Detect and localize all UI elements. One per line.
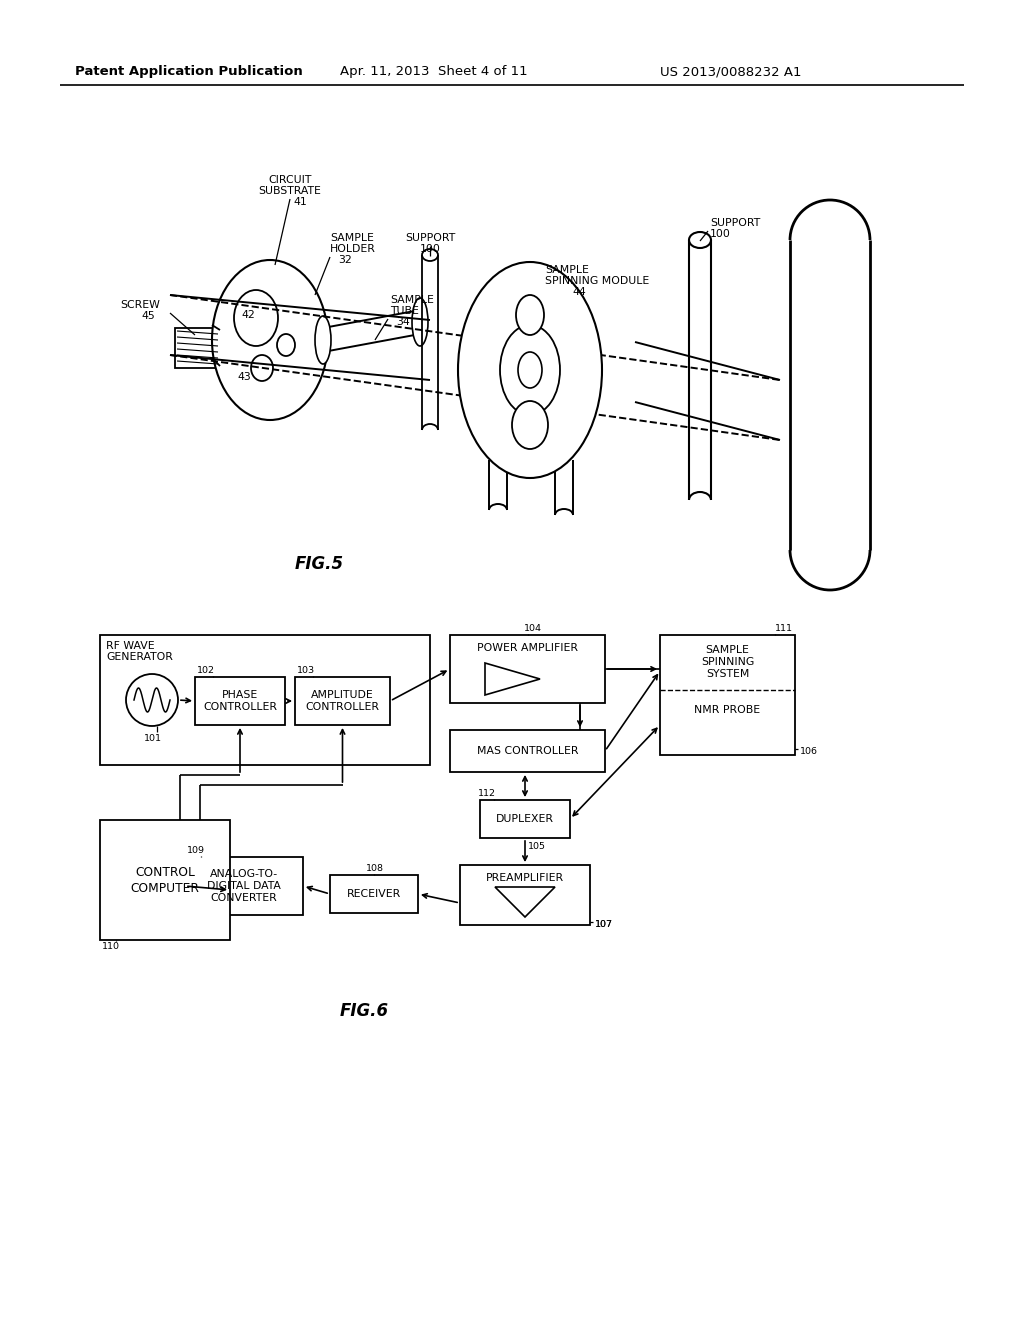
Ellipse shape	[234, 290, 278, 346]
Text: NMR PROBE: NMR PROBE	[694, 705, 761, 715]
Text: RF WAVE: RF WAVE	[106, 642, 155, 651]
Text: 105: 105	[528, 842, 546, 851]
Text: 34: 34	[396, 317, 410, 327]
Text: 111: 111	[775, 624, 793, 634]
Text: MAS CONTROLLER: MAS CONTROLLER	[477, 746, 579, 756]
Text: Patent Application Publication: Patent Application Publication	[75, 66, 303, 78]
Bar	[100, 820, 230, 940]
Bar	[450, 730, 605, 772]
Text: 108: 108	[366, 865, 384, 873]
Ellipse shape	[500, 325, 560, 414]
Text: 41: 41	[293, 197, 307, 207]
Text: 109: 109	[187, 846, 205, 855]
Text: 100: 100	[420, 244, 440, 253]
Polygon shape	[495, 887, 555, 917]
Text: 42: 42	[241, 310, 255, 319]
Text: SPINNING MODULE: SPINNING MODULE	[545, 276, 649, 286]
Bar	[185, 857, 303, 915]
Text: CONVERTER: CONVERTER	[211, 894, 278, 903]
Text: CONTROL: CONTROL	[135, 866, 195, 879]
Text: CIRCUIT: CIRCUIT	[268, 176, 311, 185]
Text: RECEIVER: RECEIVER	[347, 888, 401, 899]
Text: AMPLITUDE: AMPLITUDE	[311, 690, 374, 700]
Text: TUBE: TUBE	[390, 306, 419, 315]
Text: 106: 106	[800, 747, 818, 756]
Bar	[480, 800, 570, 838]
Bar	[330, 875, 418, 913]
Text: SUPPORT: SUPPORT	[404, 234, 455, 243]
Text: 43: 43	[238, 372, 251, 381]
Text: 110: 110	[102, 942, 120, 950]
Text: DIGITAL DATA: DIGITAL DATA	[207, 880, 281, 891]
Ellipse shape	[689, 232, 711, 248]
Ellipse shape	[251, 355, 273, 381]
Text: 32: 32	[338, 255, 352, 265]
Text: COMPUTER: COMPUTER	[131, 882, 200, 895]
Text: 107: 107	[595, 920, 613, 929]
Text: FIG.5: FIG.5	[295, 554, 344, 573]
Text: DUPLEXER: DUPLEXER	[496, 814, 554, 824]
Text: FIG.6: FIG.6	[340, 1002, 389, 1020]
Text: 100: 100	[710, 228, 731, 239]
Bar	[295, 677, 390, 725]
Text: 104: 104	[523, 624, 542, 634]
Bar	[195, 677, 285, 725]
Text: 107: 107	[595, 920, 613, 929]
Bar	[660, 635, 795, 755]
Text: US 2013/0088232 A1: US 2013/0088232 A1	[660, 66, 802, 78]
Ellipse shape	[458, 261, 602, 478]
Text: CONTROLLER: CONTROLLER	[305, 702, 380, 711]
Ellipse shape	[412, 298, 428, 346]
Text: SAMPLE: SAMPLE	[545, 265, 589, 275]
Text: 44: 44	[572, 286, 586, 297]
Text: SAMPLE: SAMPLE	[706, 645, 750, 655]
Text: SAMPLE: SAMPLE	[330, 234, 374, 243]
Text: CONTROLLER: CONTROLLER	[203, 702, 278, 711]
Text: SAMPLE: SAMPLE	[390, 294, 434, 305]
Text: 103: 103	[297, 667, 315, 675]
Bar	[450, 635, 605, 704]
Bar	[460, 865, 590, 925]
Text: SCREW: SCREW	[120, 300, 160, 310]
Text: 112: 112	[478, 789, 496, 799]
Text: PREAMPLIFIER: PREAMPLIFIER	[486, 873, 564, 883]
Text: SPINNING: SPINNING	[700, 657, 754, 667]
Text: POWER AMPLIFIER: POWER AMPLIFIER	[477, 643, 578, 653]
Bar	[175, 327, 220, 368]
Text: HOLDER: HOLDER	[330, 244, 376, 253]
Ellipse shape	[315, 315, 331, 364]
Text: 101: 101	[144, 734, 162, 743]
Ellipse shape	[278, 334, 295, 356]
Ellipse shape	[422, 249, 438, 261]
Ellipse shape	[518, 352, 542, 388]
Text: SUBSTRATE: SUBSTRATE	[259, 186, 322, 195]
Polygon shape	[485, 663, 540, 696]
Text: GENERATOR: GENERATOR	[106, 652, 173, 663]
Text: SYSTEM: SYSTEM	[706, 669, 750, 678]
Ellipse shape	[512, 401, 548, 449]
Bar	[100, 635, 430, 766]
Text: SUPPORT: SUPPORT	[710, 218, 760, 228]
Text: ANALOG-TO-: ANALOG-TO-	[210, 869, 279, 879]
Circle shape	[126, 675, 178, 726]
Text: 45: 45	[141, 312, 155, 321]
Text: Apr. 11, 2013  Sheet 4 of 11: Apr. 11, 2013 Sheet 4 of 11	[340, 66, 527, 78]
Text: PHASE: PHASE	[222, 690, 258, 700]
Text: 102: 102	[197, 667, 215, 675]
Ellipse shape	[516, 294, 544, 335]
Ellipse shape	[212, 260, 328, 420]
